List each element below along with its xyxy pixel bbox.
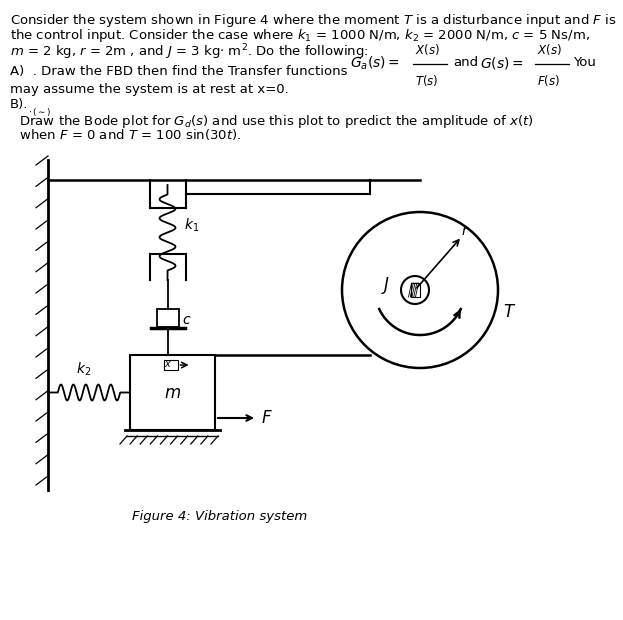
Bar <box>163 360 178 370</box>
Text: may assume the system is at rest at x=0.: may assume the system is at rest at x=0. <box>10 83 288 96</box>
Text: $F$: $F$ <box>261 409 273 427</box>
Text: B).: B). <box>10 98 29 111</box>
Text: $T$: $T$ <box>503 303 516 321</box>
Circle shape <box>401 276 429 304</box>
Text: Figure 4: Vibration system: Figure 4: Vibration system <box>132 510 308 523</box>
Text: $x$: $x$ <box>164 359 173 369</box>
Text: $m$ = 2 kg, $r$ = 2m , and $J$ = 3 kg$\cdot$ m$^2$. Do the following:: $m$ = 2 kg, $r$ = 2m , and $J$ = 3 kg$\c… <box>10 42 369 61</box>
Text: $k_2$: $k_2$ <box>77 361 92 378</box>
Text: $X(s)$: $X(s)$ <box>537 42 562 57</box>
Text: $J$: $J$ <box>381 275 390 296</box>
Bar <box>130 355 215 430</box>
Text: $T(s)$: $T(s)$ <box>415 73 439 88</box>
Text: $c$: $c$ <box>183 312 192 327</box>
Text: Consider the system shown in Figure 4 where the moment $T$ is a disturbance inpu: Consider the system shown in Figure 4 wh… <box>10 12 617 29</box>
Text: $r$: $r$ <box>460 224 469 239</box>
Text: $\cdot\,(\sim)$: $\cdot\,(\sim)$ <box>28 106 52 118</box>
Text: when $F$ = 0 and $T$ = 100 sin(30$t$).: when $F$ = 0 and $T$ = 100 sin(30$t$). <box>15 127 241 142</box>
Text: $F(s)$: $F(s)$ <box>537 73 560 88</box>
Text: and: and <box>453 56 478 69</box>
Bar <box>411 283 419 297</box>
Text: $G_a(s) =$: $G_a(s) =$ <box>350 55 400 72</box>
Text: A)  . Draw the FBD then find the Transfer functions: A) . Draw the FBD then find the Transfer… <box>10 65 348 78</box>
Text: $G(s) =$: $G(s) =$ <box>480 55 524 71</box>
Circle shape <box>342 212 498 368</box>
Text: the control input. Consider the case where $k_1$ = 1000 N/m, $k_2$ = 2000 N/m, $: the control input. Consider the case whe… <box>10 27 590 44</box>
Text: $m$: $m$ <box>164 384 181 402</box>
Text: Draw the Bode plot for $G_d(s)$ and use this plot to predict the amplitude of $x: Draw the Bode plot for $G_d(s)$ and use … <box>15 113 533 130</box>
Text: You: You <box>573 56 596 69</box>
Text: $X(s)$: $X(s)$ <box>415 42 440 57</box>
Text: $k_1$: $k_1$ <box>184 216 199 234</box>
Bar <box>156 309 179 327</box>
